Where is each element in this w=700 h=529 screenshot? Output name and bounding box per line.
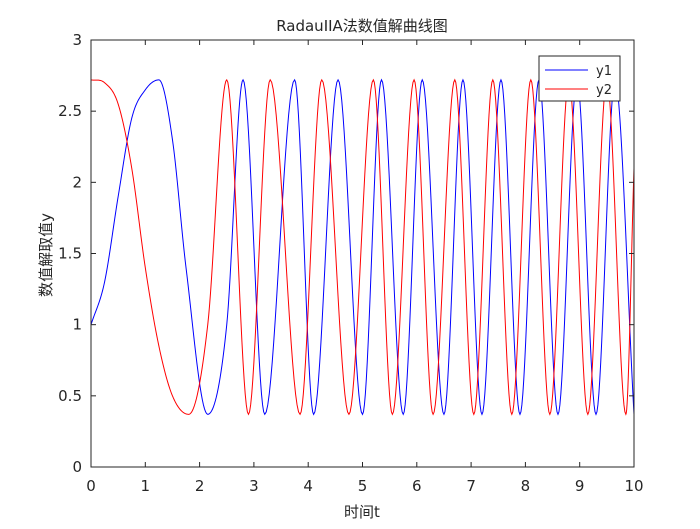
y-tick-label: 1 <box>72 316 82 334</box>
y-tick-label: 3 <box>72 31 82 49</box>
y-tick-label: 2 <box>72 173 82 191</box>
legend-box <box>538 55 621 102</box>
x-tick-label: 8 <box>521 477 531 495</box>
series-line-y2 <box>90 78 635 416</box>
x-tick-label: 10 <box>624 477 643 495</box>
y-tick-label: 0.5 <box>58 387 82 405</box>
x-tick-label: 7 <box>466 477 476 495</box>
x-axis-label: 时间t <box>344 503 380 521</box>
chart-title: RadauIIA法数值解曲线图 <box>276 17 448 35</box>
x-tick-label: 1 <box>141 477 151 495</box>
y-axis-label: 数值解取值y <box>37 213 55 297</box>
x-tick-label: 2 <box>195 477 205 495</box>
legend-label-y1: y1 <box>596 64 612 79</box>
plot-area <box>91 40 634 467</box>
x-tick-label: 0 <box>86 477 96 495</box>
x-tick-label: 3 <box>249 477 259 495</box>
x-tick-label: 6 <box>412 477 422 495</box>
x-tick-label: 5 <box>358 477 368 495</box>
x-tick-label: 9 <box>575 477 585 495</box>
x-tick-label: 4 <box>303 477 313 495</box>
legend-label-y2: y2 <box>596 83 612 98</box>
y-tick-label: 1.5 <box>58 245 82 263</box>
y-tick-label: 0 <box>72 458 82 476</box>
series-line-y1 <box>90 78 635 416</box>
y-tick-label: 2.5 <box>58 102 82 120</box>
